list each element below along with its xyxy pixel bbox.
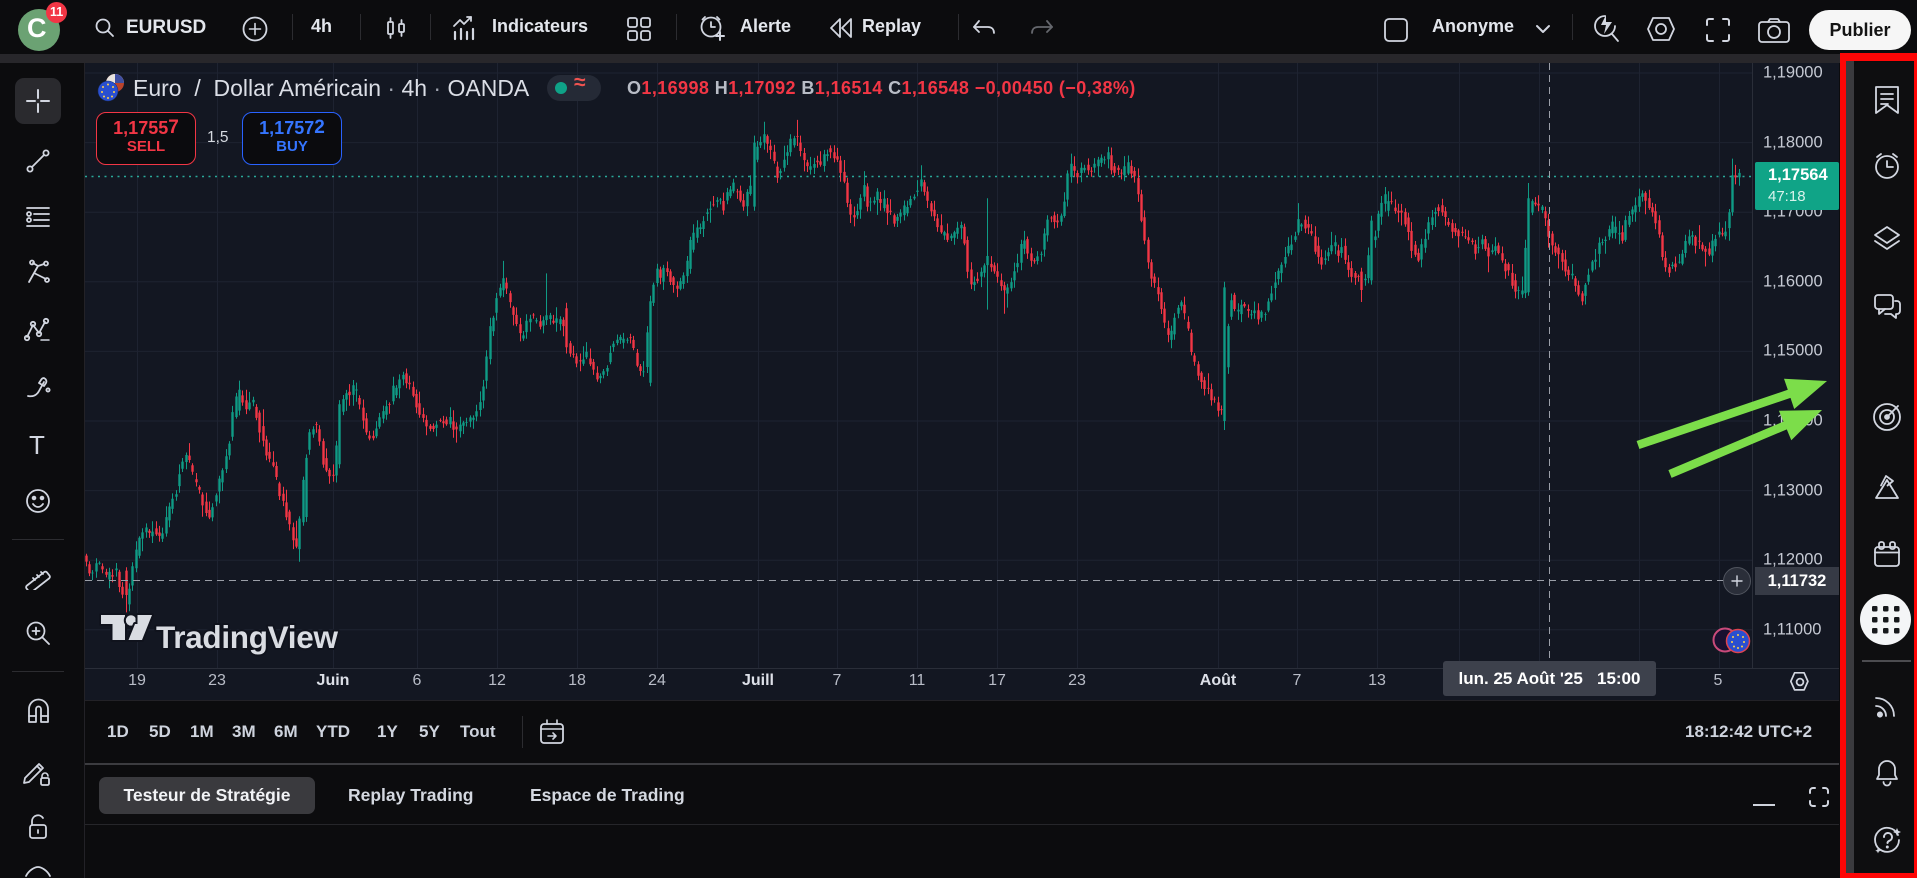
svg-text:TradingView: TradingView (156, 619, 338, 655)
